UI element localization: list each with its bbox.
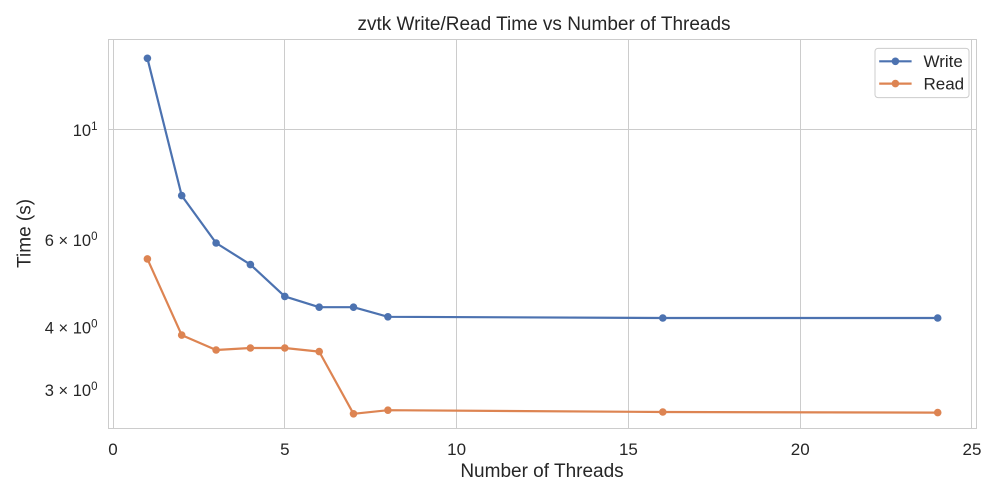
svg-text:0: 0: [108, 440, 117, 459]
svg-text:4 × 100: 4 × 100: [45, 319, 98, 338]
svg-text:Read: Read: [924, 74, 965, 93]
svg-text:10: 10: [447, 440, 466, 459]
svg-text:zvtk Write/Read Time vs Number: zvtk Write/Read Time vs Number of Thread…: [357, 14, 730, 35]
svg-text:Write: Write: [924, 52, 963, 71]
svg-text:Number of Threads: Number of Threads: [460, 461, 623, 482]
svg-text:5: 5: [280, 440, 289, 459]
svg-text:6 × 100: 6 × 100: [45, 231, 98, 250]
svg-text:3 × 100: 3 × 100: [45, 381, 98, 400]
svg-text:25: 25: [963, 440, 982, 459]
svg-text:15: 15: [619, 440, 638, 459]
svg-text:20: 20: [791, 440, 810, 459]
svg-text:Time (s): Time (s): [15, 199, 36, 268]
